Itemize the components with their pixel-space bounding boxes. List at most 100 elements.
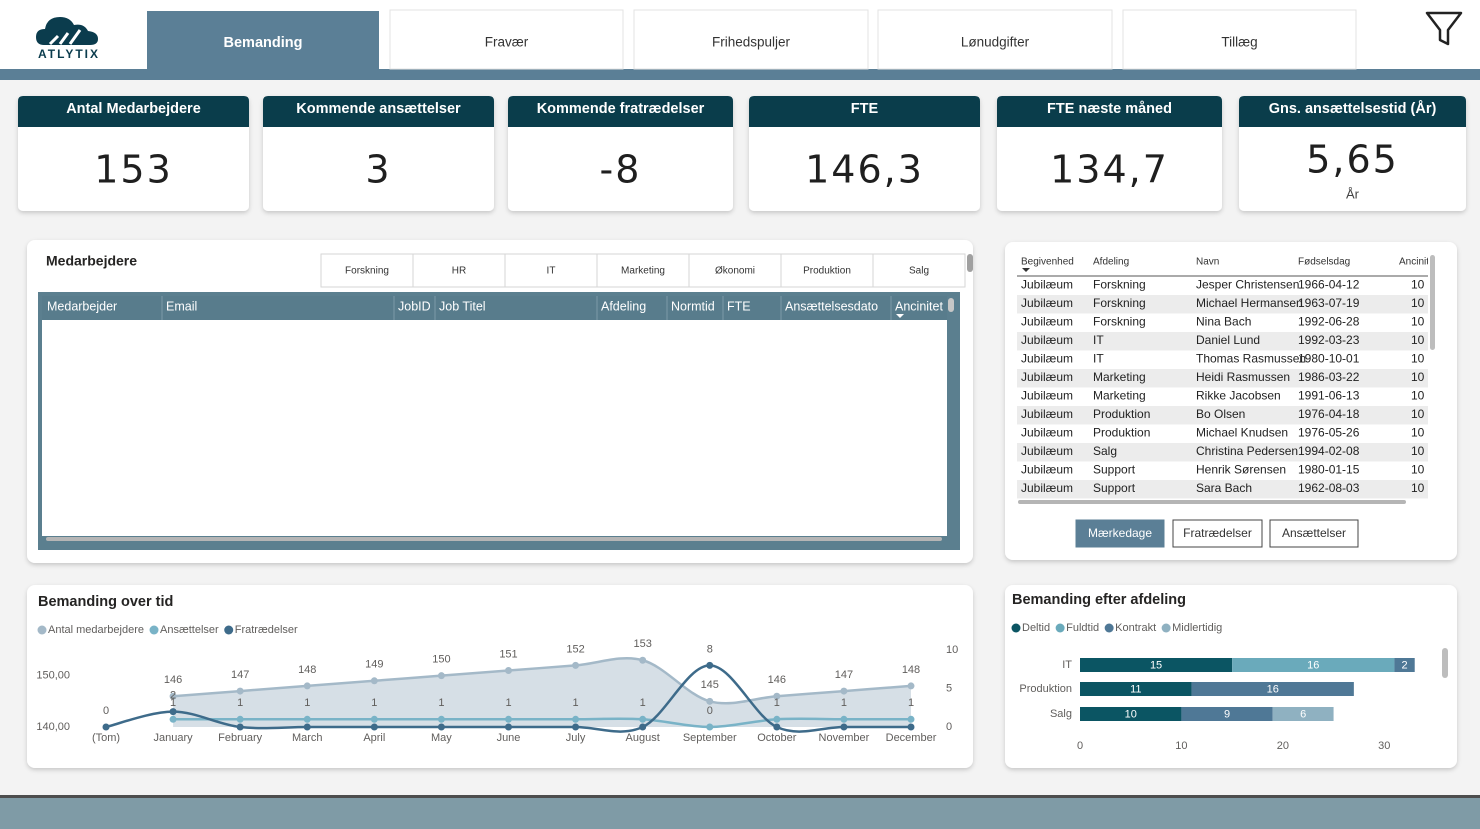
table-cell: 1966-04-12 bbox=[1298, 278, 1360, 292]
data-point bbox=[505, 723, 512, 731]
nav-tab[interactable] bbox=[877, 9, 1113, 70]
x-tick-label: November bbox=[819, 732, 870, 744]
filter-button[interactable] bbox=[320, 253, 414, 288]
nav-tab[interactable] bbox=[1122, 9, 1357, 70]
nav-tab[interactable] bbox=[633, 9, 869, 70]
table-cell: 10 bbox=[1411, 370, 1425, 384]
filter-button[interactable] bbox=[688, 253, 782, 288]
table-cell: IT bbox=[1093, 352, 1104, 366]
filter-label: Økonomi bbox=[715, 266, 755, 277]
legend-swatch bbox=[1161, 623, 1171, 633]
filter-button[interactable] bbox=[412, 253, 506, 288]
kpi-value: 134,7 bbox=[1050, 148, 1169, 192]
table-cell: Bo Olsen bbox=[1196, 407, 1245, 421]
bar-segment bbox=[1080, 707, 1182, 721]
table-cell: 1962-08-03 bbox=[1298, 481, 1360, 495]
table-cell: Heidi Rasmussen bbox=[1196, 370, 1290, 384]
table-cell: Jubilæum bbox=[1021, 333, 1073, 347]
kpi-header bbox=[263, 96, 494, 127]
column-header: Navn bbox=[1196, 257, 1219, 268]
x-tick-label: 30 bbox=[1378, 740, 1390, 752]
column-header: Afdeling bbox=[1093, 257, 1129, 268]
table-cell: Rikke Jacobsen bbox=[1196, 389, 1281, 403]
data-label: 1 bbox=[371, 697, 377, 709]
table-cell: Jubilæum bbox=[1021, 407, 1073, 421]
table-cell: 10 bbox=[1411, 426, 1425, 440]
data-point bbox=[706, 723, 714, 731]
table-cell: Support bbox=[1093, 463, 1136, 477]
legend-label: Ansættelser bbox=[160, 624, 219, 636]
kpi-value: -8 bbox=[600, 148, 642, 192]
scrollbar bbox=[967, 254, 973, 272]
data-point bbox=[639, 715, 647, 723]
data-point bbox=[840, 687, 848, 695]
table-cell: Support bbox=[1093, 481, 1136, 495]
data-label: 1 bbox=[505, 697, 511, 709]
column-header: Email bbox=[166, 299, 197, 313]
table-cell: IT bbox=[1093, 333, 1104, 347]
x-tick-label: August bbox=[626, 732, 660, 744]
data-label: 11 bbox=[1130, 683, 1141, 695]
column-header: Afdeling bbox=[601, 299, 646, 313]
data-label: 148 bbox=[298, 664, 316, 676]
table-cell: 10 bbox=[1411, 296, 1425, 310]
y2-tick-label: 5 bbox=[946, 682, 952, 694]
data-label: 1 bbox=[908, 697, 914, 709]
data-point bbox=[236, 687, 244, 695]
data-label: 8 bbox=[707, 643, 713, 655]
data-point bbox=[437, 715, 445, 723]
table-cell: 1976-05-26 bbox=[1298, 426, 1360, 440]
button[interactable] bbox=[1269, 519, 1359, 548]
table-cell: Forskning bbox=[1093, 278, 1146, 292]
data-label: 1 bbox=[573, 697, 579, 709]
filter-label: Marketing bbox=[621, 266, 665, 277]
data-label: 0 bbox=[707, 705, 713, 717]
table-cell: 1992-03-23 bbox=[1298, 333, 1360, 347]
x-tick-label: July bbox=[566, 732, 586, 744]
x-tick-label: December bbox=[886, 732, 937, 744]
table-cell: Jubilæum bbox=[1021, 444, 1073, 458]
table-cell: Forskning bbox=[1093, 296, 1146, 310]
data-label: 147 bbox=[835, 669, 853, 681]
filter-icon[interactable] bbox=[1425, 11, 1463, 46]
x-tick-label: September bbox=[683, 732, 737, 744]
table-cell: 10 bbox=[1411, 481, 1425, 495]
column-header: Ansættelsesdato bbox=[785, 299, 878, 313]
filter-label: Forskning bbox=[345, 266, 389, 277]
table-inner bbox=[42, 296, 947, 536]
table-cell: Forskning bbox=[1093, 315, 1146, 329]
nav-tab[interactable] bbox=[147, 11, 379, 69]
data-label: 146 bbox=[768, 674, 786, 686]
nav-tab-label: Bemanding bbox=[224, 35, 303, 51]
nav-tab-label: Lønudgifter bbox=[961, 35, 1030, 50]
table-cell: Jubilæum bbox=[1021, 278, 1073, 292]
filter-button[interactable] bbox=[504, 253, 598, 288]
legend-swatch bbox=[1055, 623, 1065, 633]
x-tick-label: May bbox=[431, 732, 452, 744]
data-label: 16 bbox=[1267, 683, 1279, 695]
filter-button[interactable] bbox=[872, 253, 966, 288]
row-background bbox=[1017, 332, 1428, 351]
button[interactable] bbox=[1075, 519, 1165, 548]
h-scrollbar bbox=[46, 537, 942, 541]
button[interactable] bbox=[1172, 519, 1263, 548]
data-point bbox=[169, 692, 177, 700]
bar-segment bbox=[1191, 682, 1354, 696]
table-cell: 10 bbox=[1411, 333, 1425, 347]
kpi-value: 153 bbox=[94, 148, 173, 192]
filter-label: Produktion bbox=[803, 266, 851, 277]
nav-tab[interactable] bbox=[389, 9, 624, 70]
data-point bbox=[505, 715, 512, 723]
kpi-title: FTE bbox=[851, 101, 879, 117]
v-scrollbar bbox=[948, 298, 954, 312]
kpi-title: Gns. ansættelsestid (År) bbox=[1269, 100, 1437, 117]
legend-label: Deltid bbox=[1022, 622, 1050, 634]
bar-segment bbox=[1080, 658, 1233, 672]
bar-segment bbox=[1080, 682, 1192, 696]
x-tick-label: (Tom) bbox=[92, 732, 120, 744]
table-header bbox=[42, 296, 947, 320]
table-cell: Sara Bach bbox=[1196, 481, 1252, 495]
data-point bbox=[505, 667, 512, 675]
